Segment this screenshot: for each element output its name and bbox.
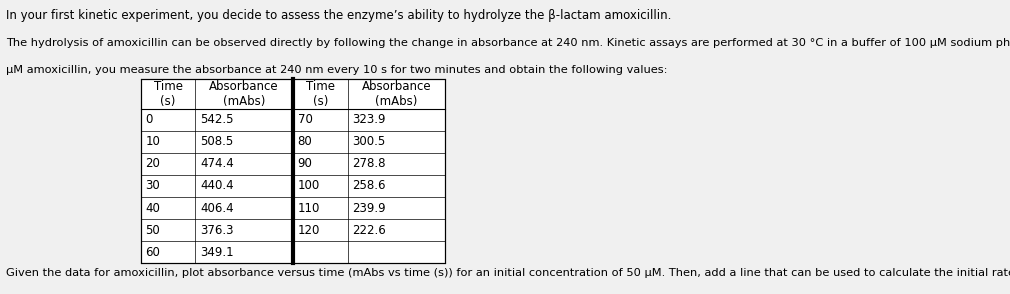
Text: Given the data for amoxicillin, plot absorbance versus time (mAbs vs time (s)) f: Given the data for amoxicillin, plot abs… (6, 268, 1010, 278)
Text: Absorbance
(mAbs): Absorbance (mAbs) (209, 80, 279, 108)
Text: 20: 20 (145, 157, 161, 171)
Text: 90: 90 (298, 157, 312, 171)
Text: 474.4: 474.4 (200, 157, 234, 171)
Text: 60: 60 (145, 245, 161, 259)
Text: The hydrolysis of amoxicillin can be observed directly by following the change i: The hydrolysis of amoxicillin can be obs… (6, 38, 1010, 48)
Text: In your first kinetic experiment, you decide to assess the enzyme’s ability to h: In your first kinetic experiment, you de… (6, 9, 672, 22)
Text: 349.1: 349.1 (200, 245, 233, 259)
Text: 376.3: 376.3 (200, 223, 233, 237)
Text: 10: 10 (145, 135, 161, 148)
Text: Time
(s): Time (s) (306, 80, 335, 108)
Text: 110: 110 (298, 201, 320, 215)
Text: 120: 120 (298, 223, 320, 237)
Text: 278.8: 278.8 (352, 157, 386, 171)
Text: 300.5: 300.5 (352, 135, 386, 148)
Text: 30: 30 (145, 179, 160, 193)
Text: 406.4: 406.4 (200, 201, 233, 215)
Text: 50: 50 (145, 223, 160, 237)
Text: Absorbance
(mAbs): Absorbance (mAbs) (362, 80, 431, 108)
Text: 258.6: 258.6 (352, 179, 386, 193)
Text: 0: 0 (145, 113, 153, 126)
Text: 542.5: 542.5 (200, 113, 233, 126)
Text: 440.4: 440.4 (200, 179, 233, 193)
Text: Time
(s): Time (s) (154, 80, 183, 108)
Text: 100: 100 (298, 179, 320, 193)
FancyBboxPatch shape (140, 79, 445, 263)
Text: 239.9: 239.9 (352, 201, 386, 215)
Text: 222.6: 222.6 (352, 223, 386, 237)
Text: 508.5: 508.5 (200, 135, 233, 148)
Text: μM amoxicillin, you measure the absorbance at 240 nm every 10 s for two minutes : μM amoxicillin, you measure the absorban… (6, 65, 668, 75)
Text: 70: 70 (298, 113, 312, 126)
Text: 323.9: 323.9 (352, 113, 386, 126)
Text: 80: 80 (298, 135, 312, 148)
Text: 40: 40 (145, 201, 161, 215)
